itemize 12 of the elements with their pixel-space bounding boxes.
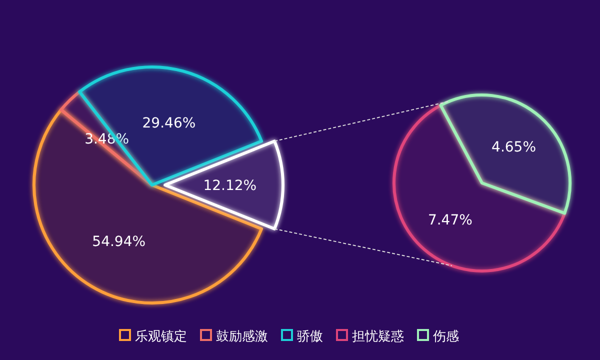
legend-label: 乐观镇定	[135, 330, 187, 344]
data-label: 54.94%	[92, 234, 146, 250]
data-label: 29.46%	[142, 115, 196, 132]
data-label: 7.47%	[428, 212, 472, 228]
data-label: 12.12%	[203, 178, 257, 194]
data-label: 4.65%	[492, 140, 536, 156]
legend-label: 鼓励感激	[216, 330, 268, 344]
legend-label: 骄傲	[297, 330, 323, 344]
pie-slice	[439, 94, 572, 215]
legend-label: 担忧疑惑	[352, 330, 404, 344]
pie-slice	[392, 104, 566, 272]
legend-label: 伤感	[433, 330, 459, 344]
